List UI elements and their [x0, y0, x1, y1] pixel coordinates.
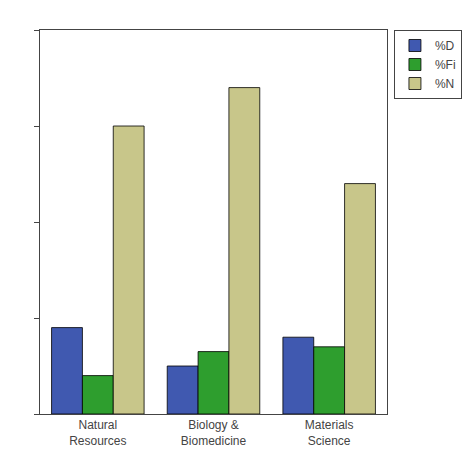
svg-text:%D: %D — [435, 39, 455, 53]
svg-text:MaterialsScience: MaterialsScience — [305, 418, 354, 448]
svg-text:%N: %N — [435, 77, 454, 91]
svg-text:Biology &Biomedicine: Biology &Biomedicine — [181, 418, 247, 448]
svg-text:%Fi: %Fi — [435, 58, 456, 72]
svg-text:NaturalResources: NaturalResources — [69, 418, 126, 448]
